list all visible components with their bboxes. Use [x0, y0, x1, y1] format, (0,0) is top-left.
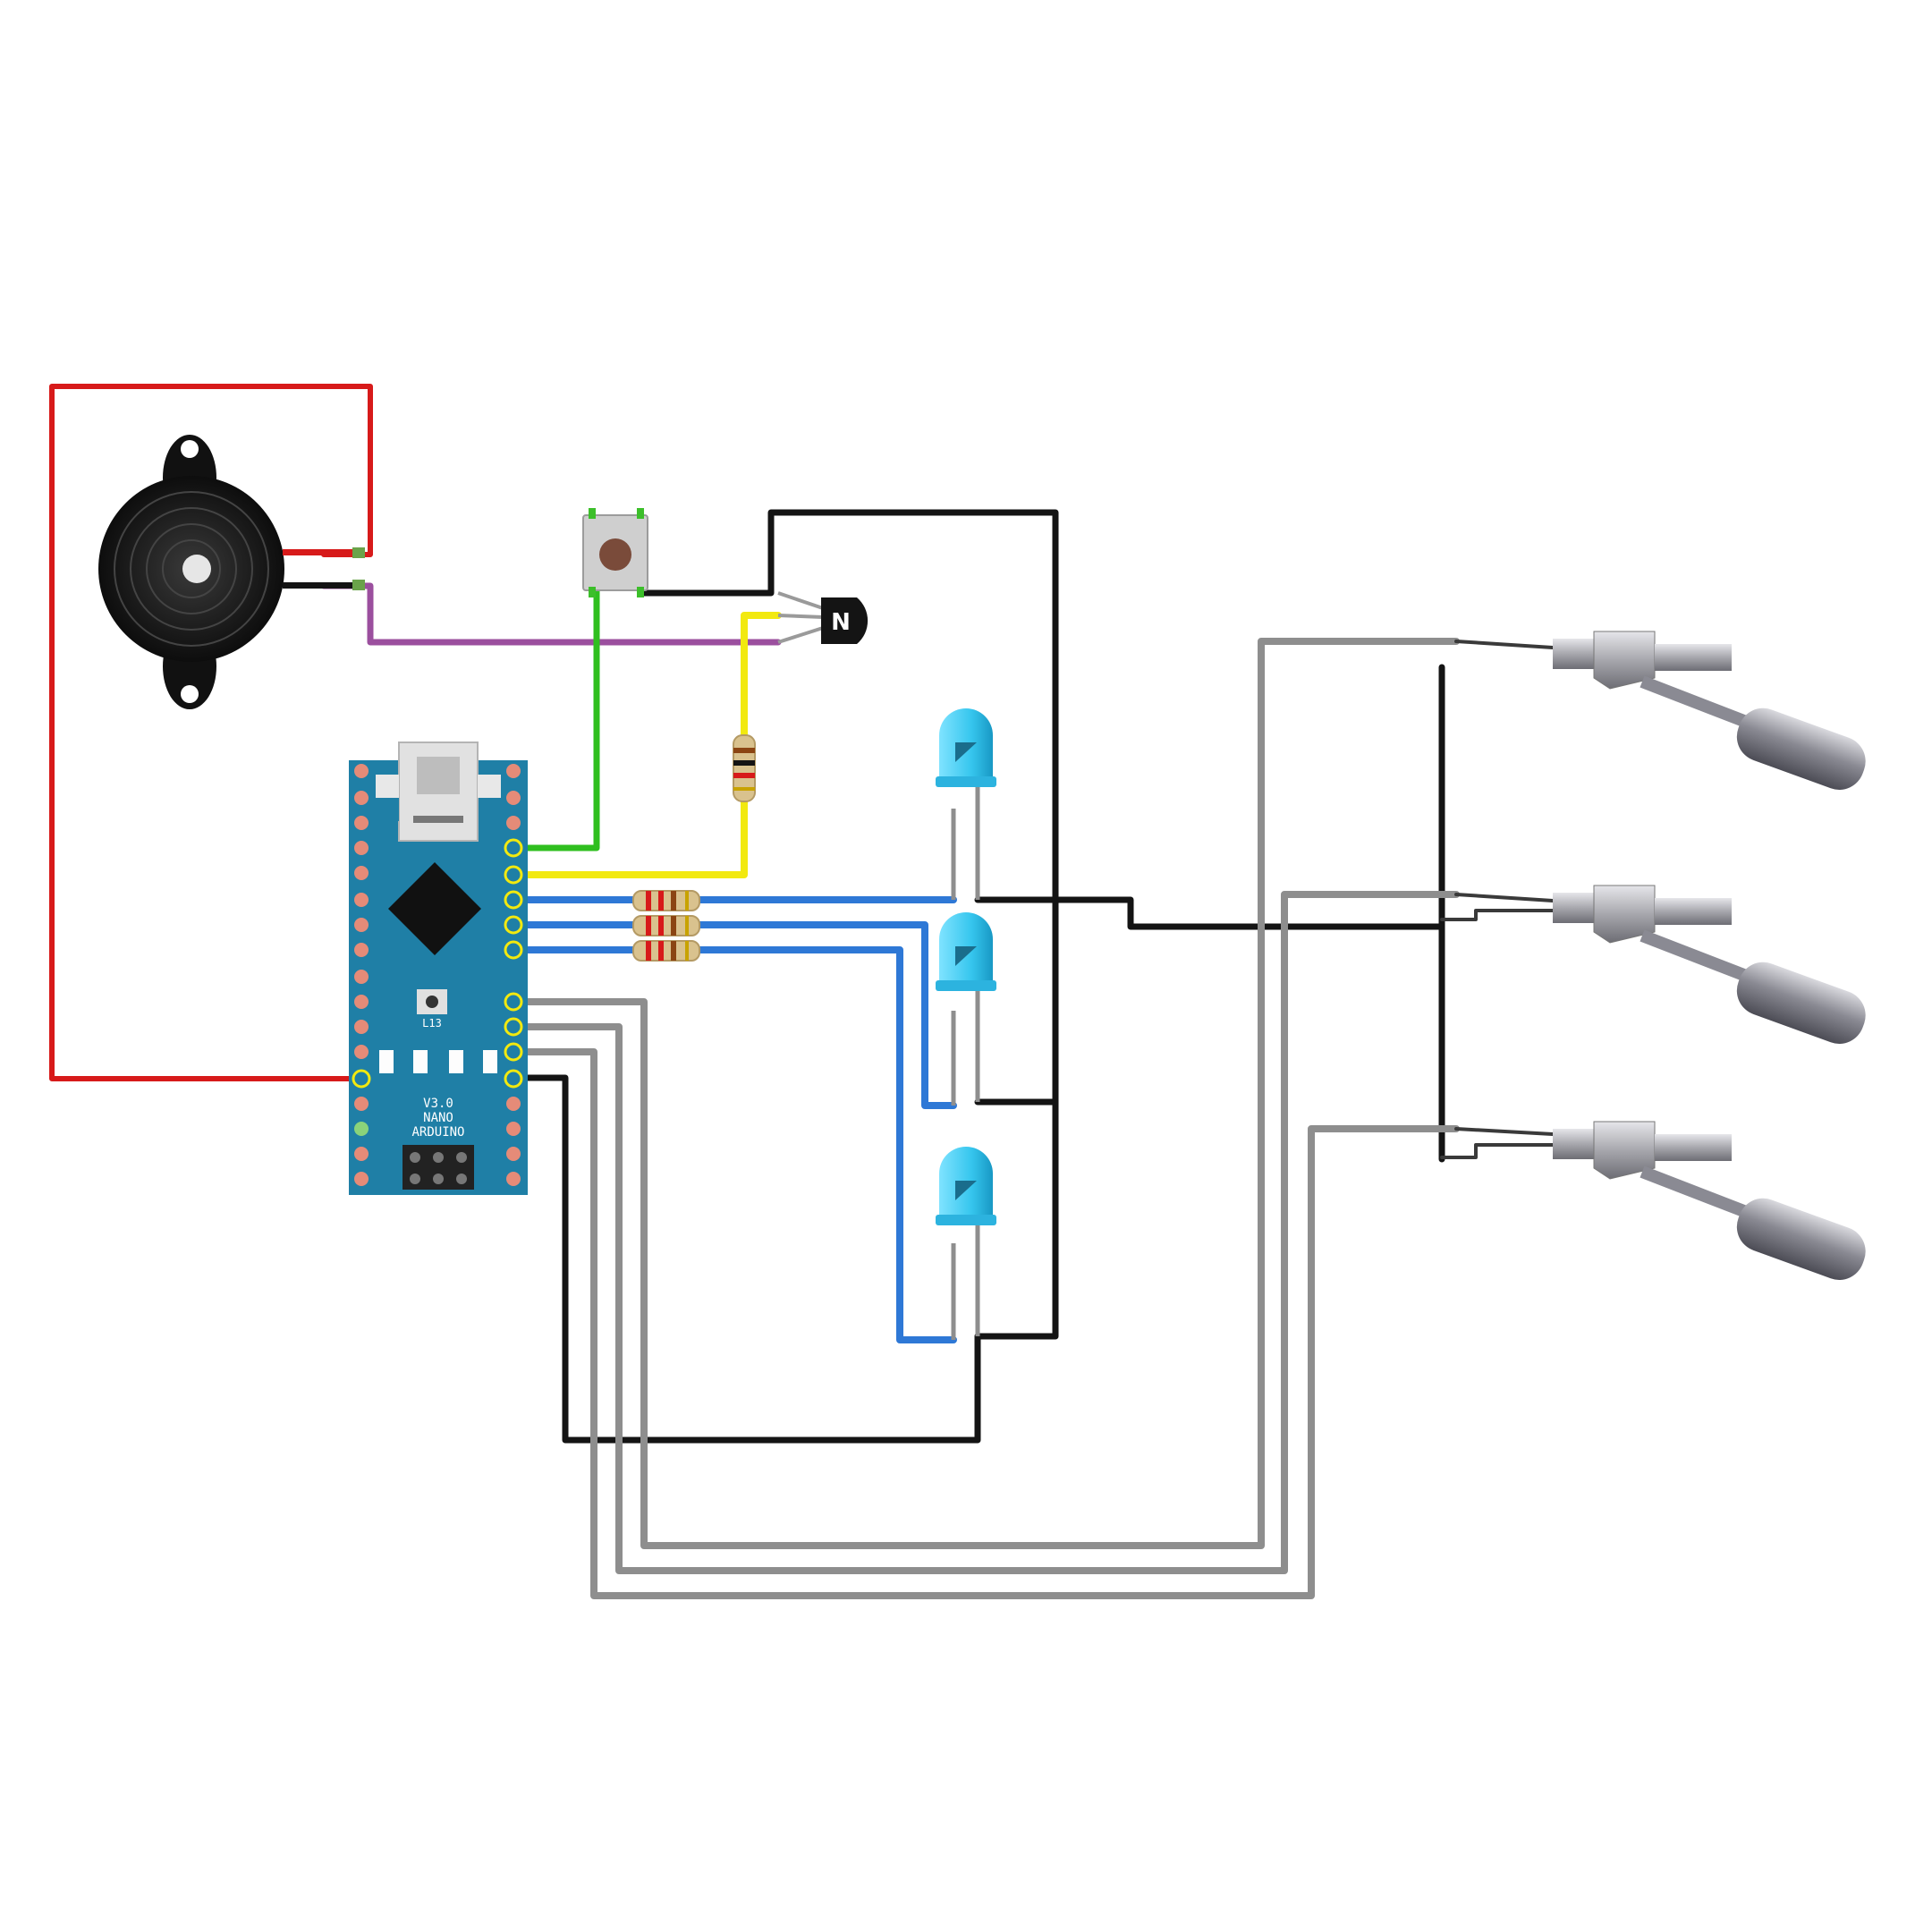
led-resistors [632, 890, 700, 962]
wire-sensor2-gnd [1440, 909, 1555, 921]
led-icon [936, 1147, 996, 1340]
push-button-icon [582, 508, 648, 597]
board-version-label: V3.0 [423, 1097, 453, 1111]
board-brand-label: ARDUINO [411, 1125, 464, 1140]
resistor-icon [632, 915, 700, 936]
arduino-nano-board: L13 V3.0 NANO ARDUINO [349, 741, 528, 1195]
resistor-icon [632, 940, 700, 962]
board-model-label: NANO [423, 1111, 453, 1125]
buzzer-icon [98, 435, 365, 709]
wire-black-gnd-bottom [509, 1074, 981, 1444]
wire-yellow-base-upper [741, 612, 782, 739]
wire-black-led-cathodes [974, 896, 1445, 930]
usb-connector-icon [398, 741, 479, 842]
led-icon [936, 912, 996, 1106]
right-pin-row [504, 764, 523, 1186]
transistor-mark: N [831, 609, 851, 636]
temperature-probe-icon [1553, 885, 1866, 1044]
board-led-label: L13 [422, 1017, 442, 1030]
wire-gray-sensor2 [509, 891, 1460, 1574]
wires [49, 384, 1555, 1599]
temperature-probe-icon [1553, 1121, 1866, 1280]
left-pin-row [352, 764, 371, 1186]
wire-sensor2-leads [1454, 893, 1555, 902]
resistor-icon [632, 890, 700, 911]
wire-green-button [509, 585, 600, 852]
wire-gray-sensor1 [509, 638, 1460, 1549]
npn-transistor-icon: N [777, 591, 869, 644]
wire-blue-led2 [509, 921, 957, 1109]
resistor-icon [733, 734, 756, 802]
wire-sensor1-leads [1454, 640, 1555, 649]
wire-sensor3-gnd [1440, 1143, 1555, 1159]
led-icon [936, 708, 996, 900]
wire-black-button-transistor [637, 509, 1059, 1340]
wire-blue-led3 [509, 946, 957, 1343]
wire-gray-sensor3 [509, 1048, 1460, 1599]
wire-yellow-base [509, 794, 748, 878]
temperature-probe-icon [1553, 631, 1866, 790]
wire-sensor3-leads [1454, 1127, 1555, 1136]
